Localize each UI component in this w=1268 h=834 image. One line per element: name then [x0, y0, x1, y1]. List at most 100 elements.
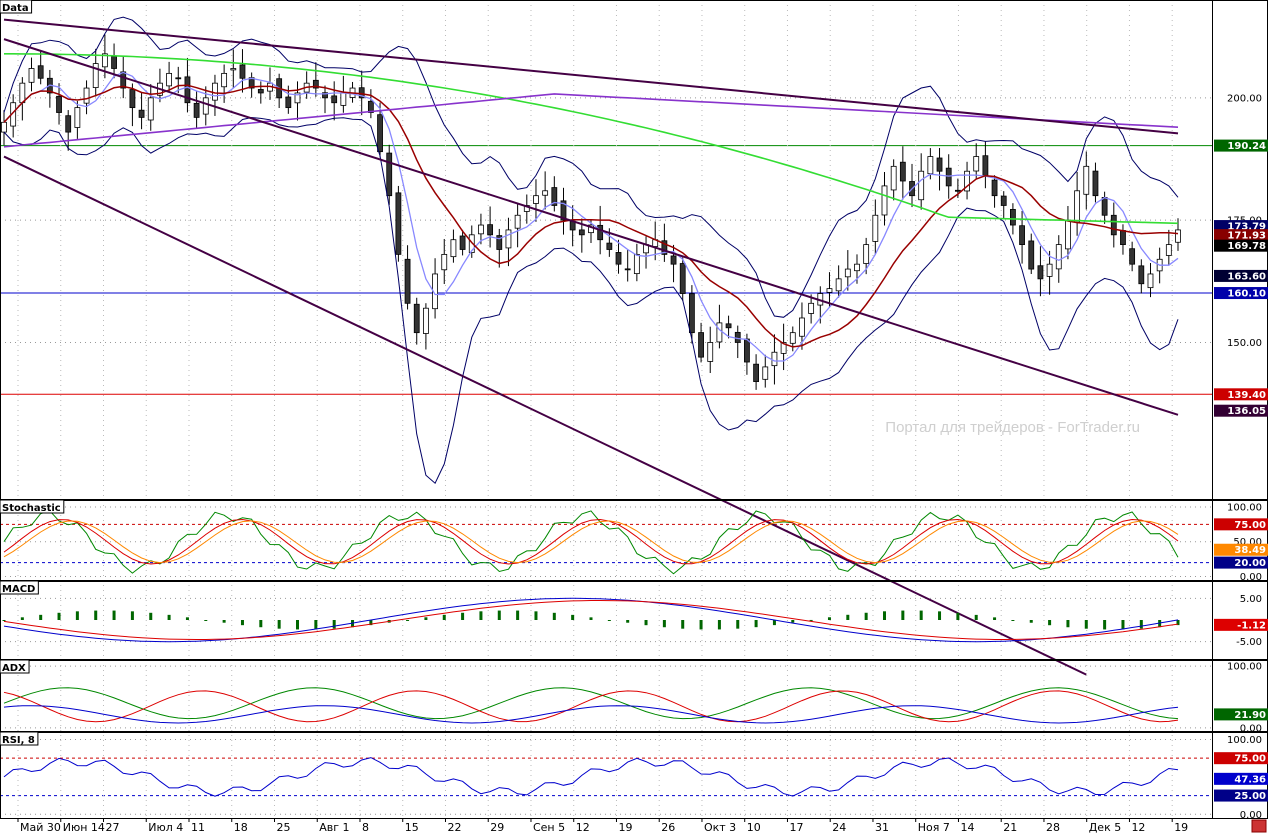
- candle-body: [358, 87, 365, 99]
- price-tag-label-stoch: 75.00: [1234, 520, 1266, 531]
- macd-histogram-bar: [699, 620, 703, 630]
- macd-histogram-bar: [974, 614, 978, 620]
- candle-body: [1138, 265, 1145, 285]
- candle-body: [670, 255, 677, 265]
- candle-body: [954, 189, 961, 192]
- candle-body: [487, 224, 494, 236]
- candle-body: [927, 156, 934, 175]
- price-tag-label-price: 163.60: [1227, 271, 1266, 282]
- macd-histogram-bar: [259, 620, 263, 628]
- candle-body: [982, 155, 989, 177]
- macd-histogram-bar: [204, 620, 208, 621]
- series-layer: [1, 16, 1181, 797]
- candle-body: [560, 200, 567, 221]
- price-tag-macd: [1214, 618, 1268, 631]
- macd-histogram-bar: [1066, 620, 1070, 628]
- ma-long-line: [3, 93, 1179, 148]
- candle-body: [624, 268, 631, 271]
- macd-histogram-bar: [1176, 620, 1180, 626]
- x-tick-label: Дек 5: [1089, 821, 1122, 834]
- price-tag-label-price: 169.78: [1227, 241, 1266, 252]
- macd-histogram-bar: [332, 620, 336, 629]
- macd-histogram-bar: [534, 611, 538, 620]
- tick-label-stoch: 100.00: [1227, 502, 1262, 513]
- x-tick-label: 10: [747, 821, 761, 834]
- candle-body: [1129, 248, 1136, 265]
- candle-body: [56, 95, 62, 113]
- candle-body: [808, 302, 815, 314]
- price-tag-label-rsi: 47.36: [1234, 774, 1266, 785]
- price-tag-label-macd: -1.12: [1237, 620, 1266, 631]
- candle-body: [101, 53, 108, 68]
- macd-histogram-bar: [993, 617, 997, 620]
- macd-histogram-bar: [479, 611, 483, 620]
- price-tag-label-price: 190.24: [1227, 141, 1266, 152]
- x-tick-label: 24: [832, 821, 846, 834]
- macd-histogram-bar: [607, 620, 611, 621]
- corner-icon: [1251, 819, 1267, 833]
- candle-body: [19, 82, 26, 104]
- macd-histogram-bar: [772, 620, 776, 626]
- macd-histogram-bar: [644, 620, 648, 626]
- candle-body: [615, 252, 622, 265]
- macd-histogram-bar: [681, 620, 685, 629]
- candle-body: [698, 332, 704, 358]
- macd-histogram-bar: [94, 610, 98, 620]
- macd-histogram-bar: [1158, 620, 1162, 628]
- panel-title-stoch: Stochastic: [2, 503, 61, 514]
- candle-body: [423, 307, 429, 334]
- x-tick-label: 11: [191, 821, 205, 834]
- x-tick-label: 19: [1174, 821, 1188, 834]
- macd-histogram-bar: [1011, 620, 1015, 621]
- candle-body: [890, 165, 897, 191]
- candle-body: [230, 68, 237, 71]
- x-tick-label: 14: [960, 821, 974, 834]
- macd-histogram-bar: [736, 620, 740, 629]
- price-tag-stoch: [1214, 518, 1268, 531]
- macd-histogram-bar: [626, 620, 630, 623]
- price-tag-price: [1214, 287, 1268, 300]
- candle-body: [945, 167, 952, 187]
- price-tag-label-adx: 21.90: [1234, 710, 1266, 721]
- tick-label-stoch: 50.00: [1233, 537, 1262, 548]
- channel-line: [3, 155, 1087, 676]
- x-tick-label: 25: [276, 821, 290, 834]
- macd-histogram-bar: [1121, 620, 1125, 630]
- candle-body: [65, 115, 72, 133]
- price-tag-label-stoch: 20.00: [1234, 558, 1266, 569]
- panel-title-box-rsi: [0, 731, 39, 746]
- macd-histogram-bar: [864, 612, 868, 620]
- candle-body: [1010, 208, 1016, 226]
- watermark: Портал для трейдеров - ForTrader.ru: [885, 419, 1140, 436]
- candle-body: [1055, 244, 1062, 270]
- candle-body: [202, 97, 209, 115]
- candle-body: [395, 192, 402, 255]
- price-tag-price: [1214, 239, 1268, 252]
- candle-body: [936, 157, 943, 172]
- x-tick-label: 18: [234, 821, 248, 834]
- candle-body: [734, 331, 741, 343]
- candle-body: [175, 77, 182, 80]
- price-tag-stoch: [1214, 543, 1268, 556]
- candle-body: [120, 71, 127, 89]
- candle-body: [1083, 165, 1090, 195]
- panel-frame-stoch: [0, 500, 1268, 581]
- candle-body: [239, 64, 246, 79]
- macd-histogram-bar: [1048, 620, 1052, 626]
- candle-body: [468, 234, 475, 253]
- candle-body: [367, 100, 374, 113]
- candle-body: [294, 92, 301, 104]
- panel-title-rsi: RSI, 8: [2, 735, 35, 746]
- candle-body: [597, 224, 604, 241]
- candle-body: [716, 322, 723, 343]
- adx-line: [3, 705, 1179, 724]
- candle-body: [92, 63, 99, 88]
- candle-body: [1, 121, 7, 133]
- candle-body: [28, 68, 35, 83]
- ma-200-line: [4, 53, 1179, 225]
- band-upper-line: [3, 16, 1179, 318]
- panel-title-macd: MACD: [2, 584, 35, 595]
- candle-body: [1028, 240, 1035, 270]
- price-tag-label-price: 139.40: [1227, 390, 1266, 401]
